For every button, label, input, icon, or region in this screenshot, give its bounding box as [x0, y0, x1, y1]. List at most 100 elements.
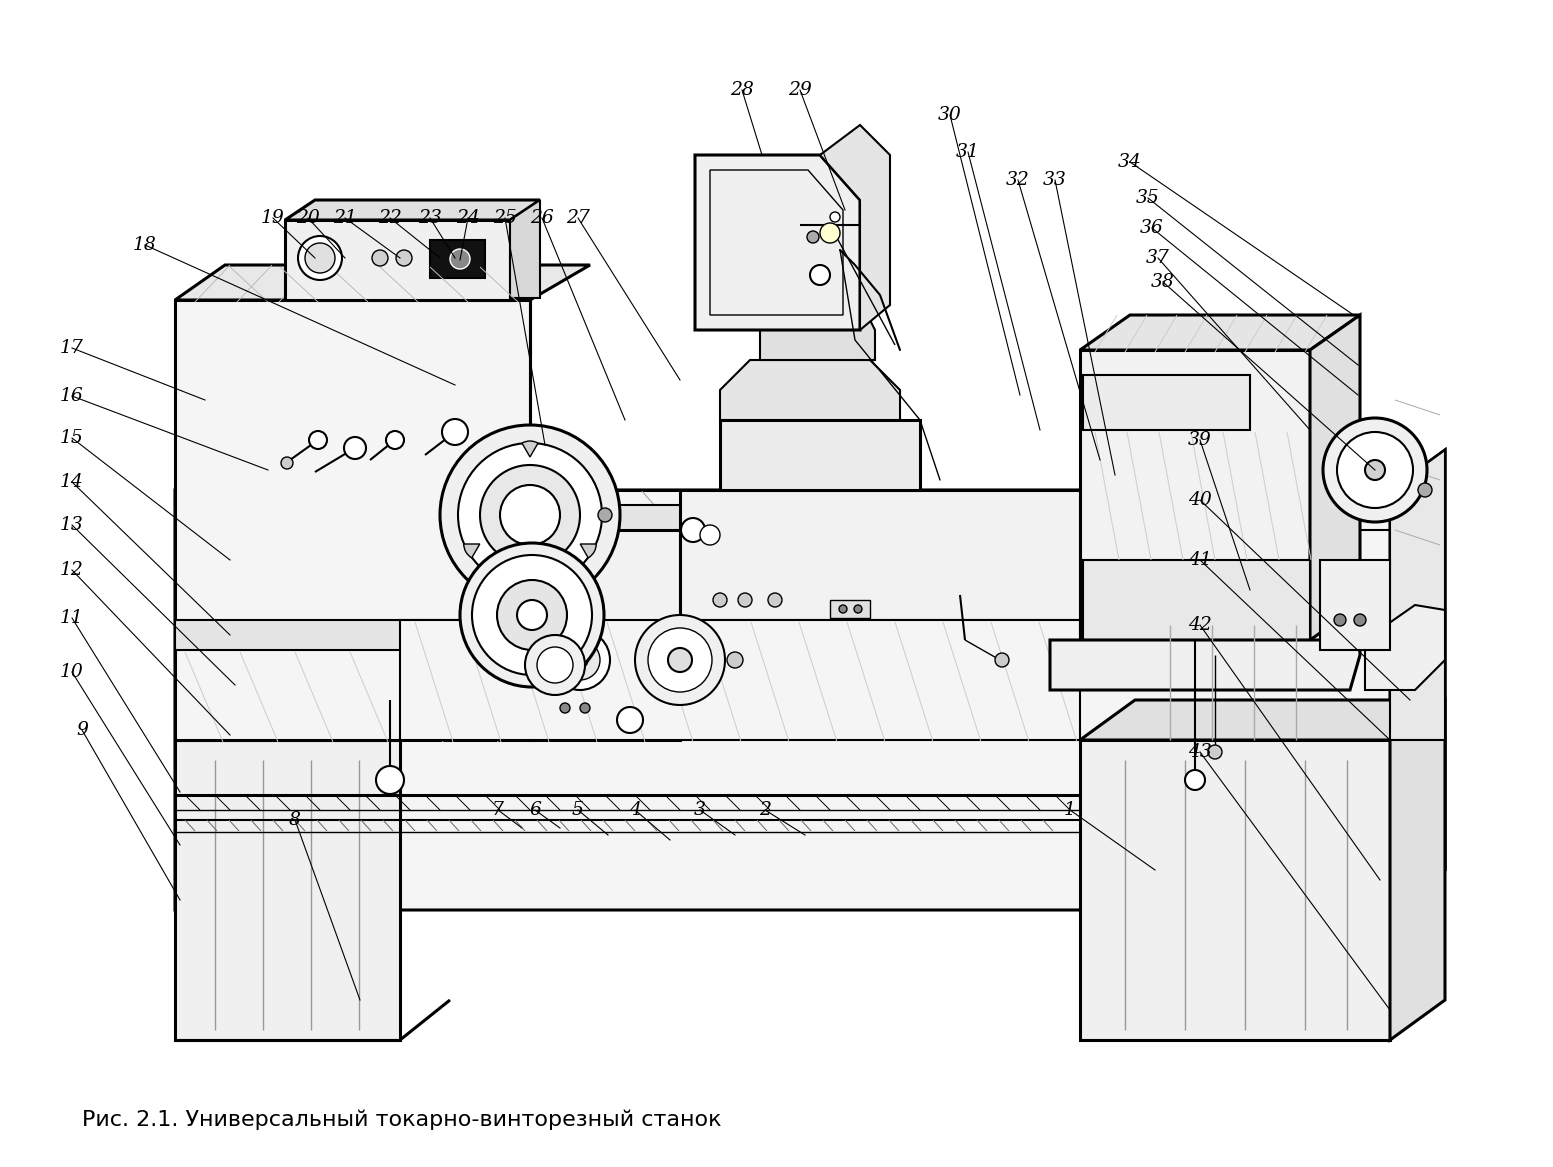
Polygon shape: [775, 270, 870, 300]
Polygon shape: [175, 710, 450, 740]
Polygon shape: [509, 200, 540, 298]
Ellipse shape: [371, 475, 385, 484]
Ellipse shape: [239, 676, 256, 689]
Circle shape: [443, 419, 467, 445]
Polygon shape: [175, 300, 530, 740]
Polygon shape: [721, 420, 919, 490]
Text: 13: 13: [61, 516, 84, 534]
Circle shape: [648, 628, 711, 692]
Text: 32: 32: [1006, 172, 1030, 189]
Text: 41: 41: [1188, 551, 1211, 569]
Circle shape: [1334, 614, 1346, 626]
Circle shape: [769, 593, 783, 607]
Text: 38: 38: [1151, 273, 1176, 291]
Polygon shape: [286, 200, 540, 221]
Polygon shape: [1079, 700, 1444, 740]
Text: 11: 11: [61, 609, 84, 627]
Ellipse shape: [272, 676, 289, 689]
Circle shape: [820, 223, 840, 243]
Polygon shape: [530, 530, 680, 740]
Circle shape: [373, 250, 388, 266]
Circle shape: [439, 425, 620, 605]
Text: 23: 23: [418, 209, 443, 228]
Polygon shape: [175, 450, 1444, 910]
Circle shape: [572, 652, 589, 668]
Text: 34: 34: [1118, 153, 1141, 172]
Polygon shape: [401, 620, 1079, 740]
Polygon shape: [1311, 315, 1360, 640]
Text: 29: 29: [787, 81, 812, 99]
Text: 1: 1: [1064, 801, 1076, 819]
Text: 3: 3: [694, 801, 707, 819]
Wedge shape: [464, 544, 480, 558]
Text: Рис. 2.1. Универсальный токарно-винторезный станок: Рис. 2.1. Универсальный токарно-винторез…: [82, 1110, 722, 1131]
Wedge shape: [581, 544, 596, 558]
Bar: [553, 698, 613, 718]
Text: 24: 24: [457, 209, 480, 228]
Circle shape: [668, 648, 693, 672]
Polygon shape: [680, 490, 1079, 620]
Circle shape: [304, 243, 335, 273]
Text: 17: 17: [61, 338, 84, 357]
Circle shape: [309, 431, 328, 449]
Wedge shape: [522, 441, 537, 457]
Circle shape: [700, 525, 721, 545]
Circle shape: [995, 654, 1009, 668]
Circle shape: [537, 647, 573, 683]
Circle shape: [617, 707, 643, 733]
Text: 4: 4: [629, 801, 641, 819]
Bar: [1320, 560, 1390, 650]
Text: 19: 19: [261, 209, 284, 228]
Text: 10: 10: [61, 663, 84, 682]
Circle shape: [550, 630, 610, 690]
Circle shape: [517, 600, 547, 630]
Ellipse shape: [537, 595, 551, 605]
Polygon shape: [1079, 350, 1311, 640]
Text: 27: 27: [567, 209, 590, 228]
Polygon shape: [696, 155, 860, 330]
Text: 36: 36: [1140, 219, 1163, 237]
Circle shape: [1365, 460, 1385, 480]
Text: 6: 6: [530, 801, 540, 819]
Text: 9: 9: [76, 721, 89, 739]
Polygon shape: [530, 505, 721, 530]
Polygon shape: [1390, 450, 1444, 740]
Circle shape: [598, 508, 612, 522]
Circle shape: [298, 236, 342, 280]
Text: 30: 30: [938, 106, 961, 124]
Text: 20: 20: [297, 209, 320, 228]
Text: 39: 39: [1188, 431, 1211, 449]
Polygon shape: [820, 125, 890, 330]
Text: 22: 22: [377, 209, 402, 228]
Text: 16: 16: [61, 387, 84, 405]
Text: 42: 42: [1188, 616, 1211, 634]
Text: 35: 35: [1137, 189, 1160, 207]
Circle shape: [387, 431, 404, 449]
Circle shape: [713, 593, 727, 607]
Polygon shape: [1390, 450, 1444, 910]
Text: 18: 18: [134, 236, 157, 254]
Circle shape: [561, 640, 599, 680]
Circle shape: [579, 703, 590, 713]
Polygon shape: [1390, 700, 1444, 1040]
Circle shape: [829, 212, 840, 222]
Polygon shape: [175, 265, 590, 300]
Polygon shape: [1079, 315, 1360, 350]
Circle shape: [1185, 770, 1205, 790]
Circle shape: [345, 436, 367, 459]
Polygon shape: [759, 300, 874, 359]
Text: 33: 33: [1044, 172, 1067, 189]
Text: 40: 40: [1188, 491, 1211, 509]
Circle shape: [808, 231, 818, 243]
Circle shape: [460, 543, 604, 687]
Text: 28: 28: [730, 81, 753, 99]
Circle shape: [561, 703, 570, 713]
Bar: [829, 600, 870, 619]
Circle shape: [376, 766, 404, 794]
Circle shape: [450, 249, 471, 270]
Circle shape: [635, 615, 725, 705]
Circle shape: [480, 464, 579, 565]
Circle shape: [1418, 483, 1432, 497]
Bar: [430, 240, 485, 278]
Circle shape: [811, 265, 829, 285]
